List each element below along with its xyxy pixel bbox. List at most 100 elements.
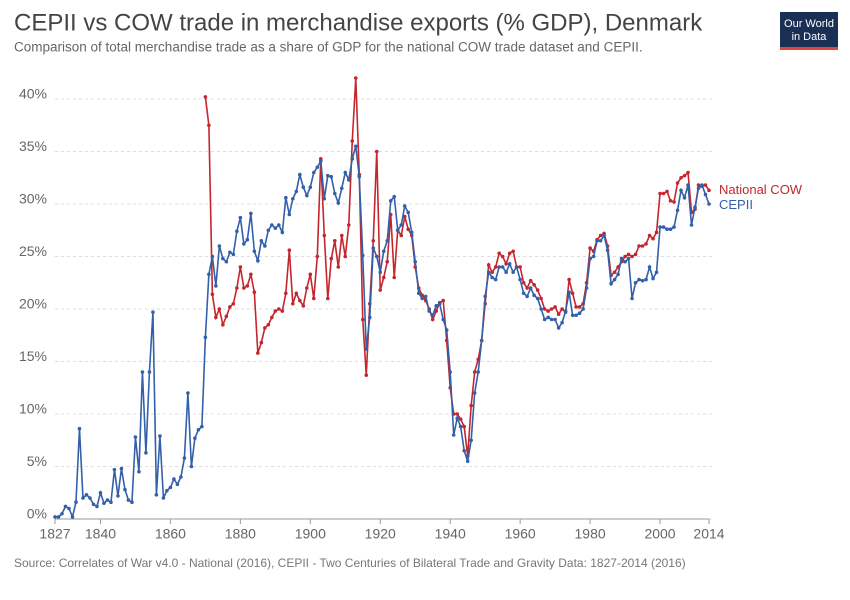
data-point (479, 338, 484, 343)
data-point (385, 238, 390, 243)
data-point (298, 298, 302, 303)
data-point (462, 448, 466, 453)
data-point (535, 296, 540, 301)
x-tick-label: 1860 (155, 526, 186, 542)
data-point (654, 230, 659, 235)
data-point (256, 258, 260, 263)
data-point (455, 416, 459, 421)
data-point (325, 296, 330, 301)
x-tick-label: 1827 (39, 526, 70, 542)
data-point (312, 296, 316, 301)
data-point (133, 435, 138, 439)
data-point (707, 188, 711, 193)
data-point (595, 238, 599, 243)
data-point (651, 276, 655, 281)
data-point (360, 317, 365, 322)
data-point (619, 256, 624, 261)
data-point (126, 498, 131, 502)
x-tick-label: 1840 (85, 526, 116, 542)
data-point (686, 183, 690, 187)
x-tick-label: 2014 (693, 526, 724, 542)
data-point (448, 370, 452, 374)
data-point (224, 259, 229, 264)
data-point (245, 284, 250, 288)
data-point (633, 280, 638, 285)
data-point (553, 317, 557, 322)
series-line (204, 77, 710, 457)
data-point (322, 233, 327, 238)
data-point (497, 251, 501, 256)
chart-subtitle: Comparison of total merchandise trade as… (14, 40, 643, 55)
data-point (277, 223, 281, 227)
data-point (346, 223, 351, 227)
data-point (658, 191, 662, 196)
data-point (689, 223, 694, 227)
logo-box (780, 12, 838, 50)
data-point (273, 226, 278, 230)
data-point (105, 498, 110, 502)
data-point (60, 511, 64, 516)
data-point (703, 183, 708, 187)
data-point (298, 172, 302, 177)
legend-label: CEPII (719, 197, 753, 212)
data-point (458, 417, 463, 422)
y-tick-label: 0% (27, 506, 47, 522)
data-point (535, 288, 540, 292)
data-point (507, 251, 512, 256)
data-point (560, 320, 564, 325)
data-point (500, 265, 505, 269)
data-point (374, 254, 379, 259)
data-point (161, 496, 166, 500)
data-point (154, 493, 159, 497)
data-point (644, 277, 648, 282)
data-point (521, 280, 526, 285)
data-point (427, 309, 432, 313)
data-point (577, 305, 582, 309)
data-point (493, 277, 498, 282)
data-point (500, 254, 505, 259)
data-point (116, 494, 120, 498)
data-point (144, 451, 148, 455)
data-point (186, 391, 190, 395)
data-point (270, 223, 274, 227)
data-point (549, 307, 554, 311)
data-point (259, 238, 264, 243)
data-point (343, 254, 348, 259)
x-tick-label: 1900 (295, 526, 326, 542)
data-point (165, 488, 169, 493)
data-point (329, 174, 334, 179)
data-point (549, 317, 554, 322)
data-point (644, 242, 648, 246)
data-point (560, 307, 564, 311)
data-point (483, 294, 487, 299)
data-point (312, 170, 316, 175)
data-point (182, 456, 187, 460)
data-point (179, 475, 183, 479)
data-point (277, 307, 281, 311)
data-point (514, 265, 519, 269)
data-point (305, 193, 309, 198)
data-point (399, 223, 404, 227)
data-point (609, 282, 613, 286)
data-point (591, 254, 596, 259)
data-point (175, 482, 180, 487)
data-point (294, 189, 299, 194)
logo: Our World in Data (780, 12, 838, 50)
data-point (528, 278, 533, 283)
data-point (518, 277, 522, 282)
data-point (518, 265, 522, 269)
data-point (402, 214, 407, 219)
data-point (521, 291, 526, 296)
data-point (490, 270, 494, 275)
data-point (612, 277, 617, 282)
data-point (668, 227, 673, 231)
data-point (147, 370, 152, 374)
data-point (556, 312, 561, 317)
data-point (242, 286, 246, 290)
data-point (633, 252, 638, 257)
data-point (612, 270, 617, 275)
data-point (259, 340, 264, 345)
data-point (577, 311, 582, 316)
data-point (207, 272, 211, 277)
